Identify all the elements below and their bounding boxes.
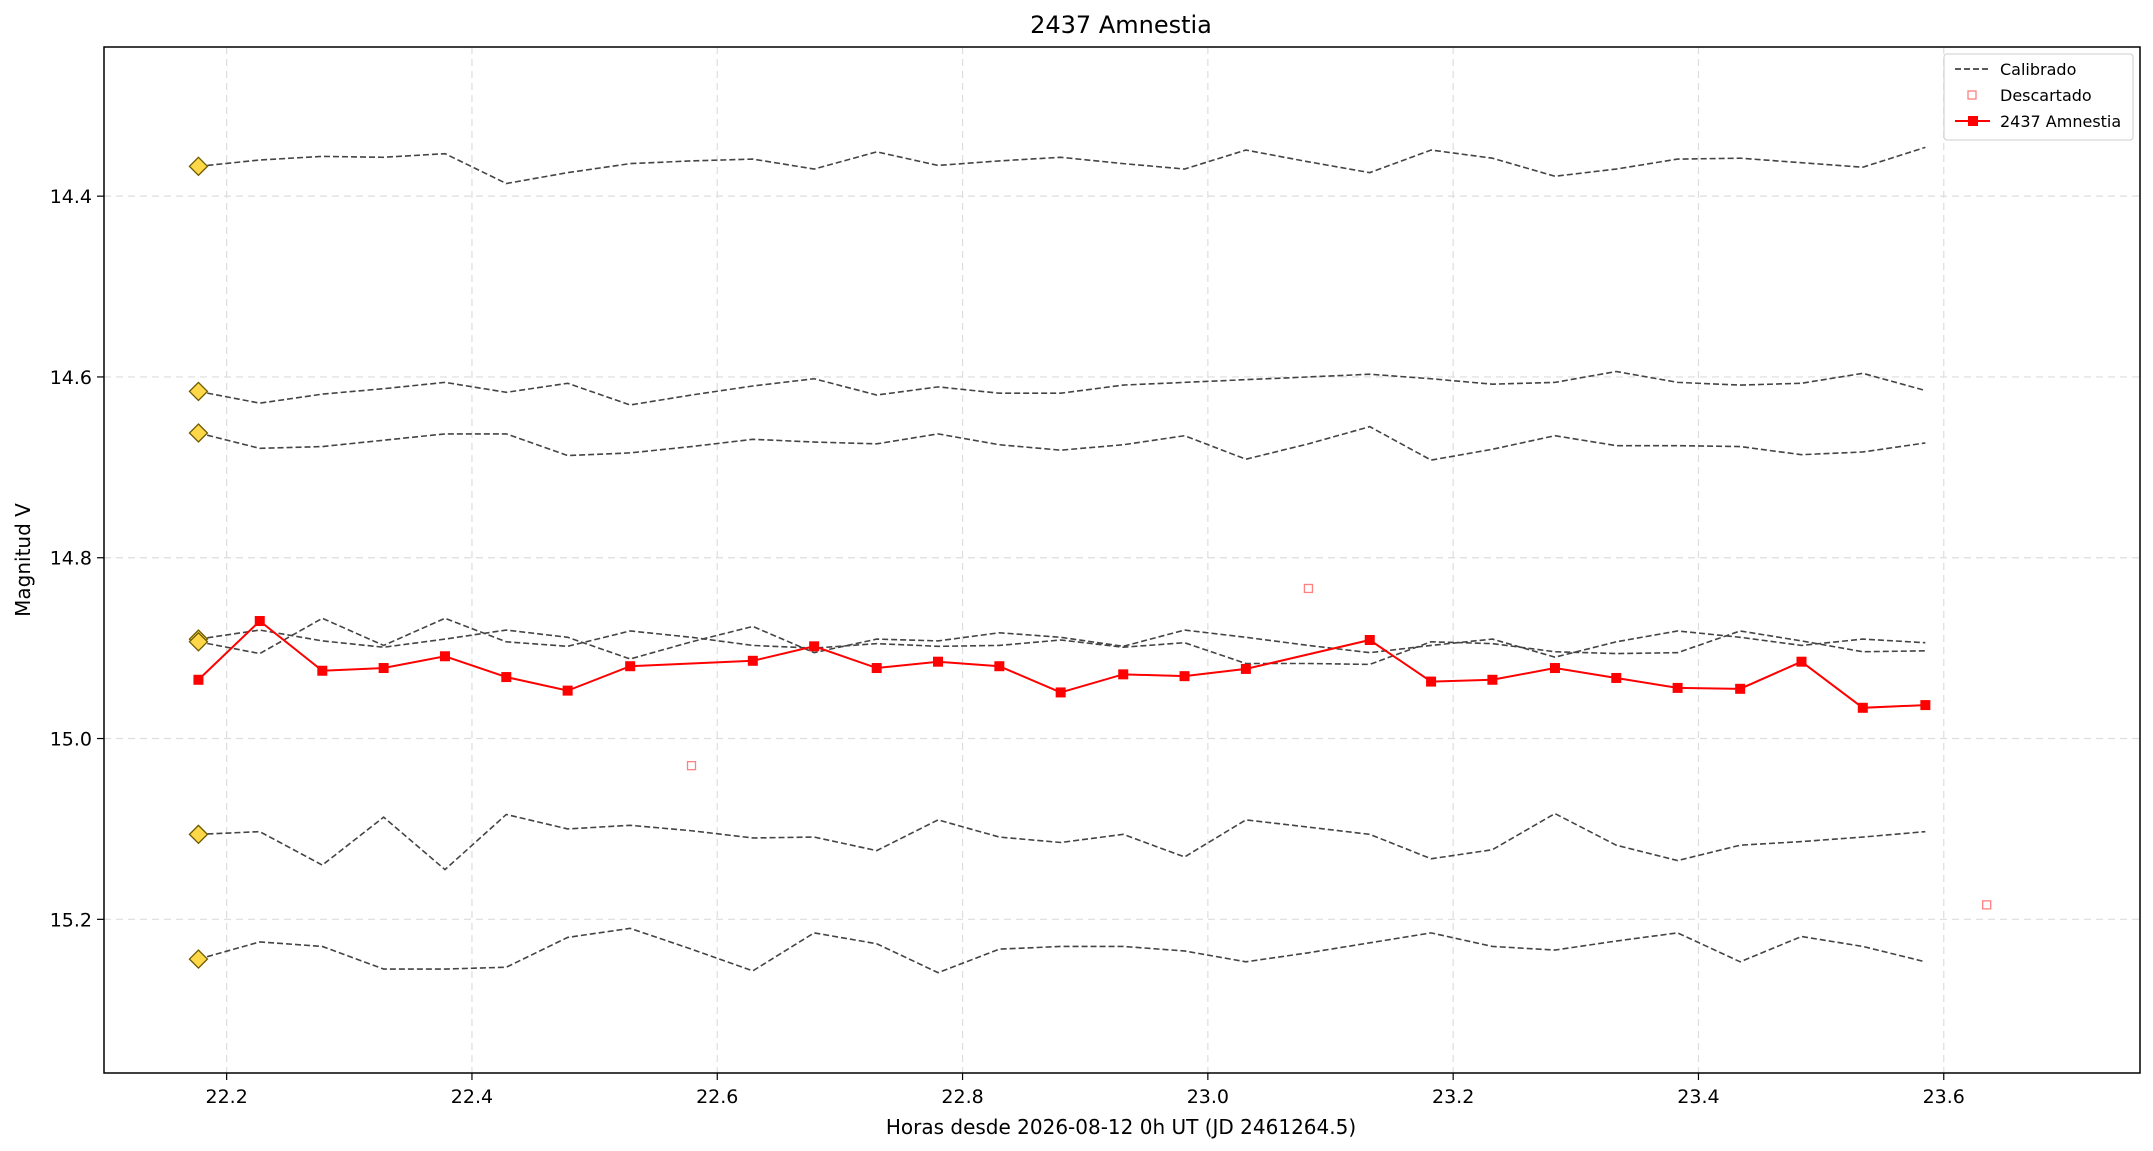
comparison-series-line [198, 927, 1926, 974]
x-tick-label: 22.6 [696, 1086, 738, 1108]
target-point [933, 656, 944, 667]
target-point [871, 663, 882, 674]
target-point [193, 674, 204, 685]
x-axis-label: Horas desde 2026-08-12 0h UT (JD 2461264… [886, 1115, 1356, 1139]
target-point [1179, 671, 1190, 682]
comparison-markers [188, 156, 209, 970]
discarded-point [686, 761, 697, 771]
target-point [1735, 683, 1746, 694]
target-point [1487, 674, 1498, 685]
x-tick-label: 22.8 [941, 1086, 983, 1108]
legend: Calibrado Descartado 2437 Amnestia [1943, 53, 2134, 141]
comparison-series-line [198, 812, 1926, 871]
target-point [1920, 700, 1931, 711]
target-point [747, 655, 758, 666]
target-point [1796, 656, 1807, 667]
target-point [809, 641, 820, 652]
legend-descartado-label: Descartado [2000, 86, 2092, 105]
discarded-point [1303, 583, 1314, 594]
target-point [1118, 669, 1129, 680]
target-point [317, 665, 328, 676]
target-point [1857, 702, 1868, 713]
comparison-series-line [198, 617, 1926, 666]
y-tick-label: 15.2 [50, 909, 92, 931]
comparison-series-line [198, 370, 1926, 406]
legend-target-label: 2437 Amnestia [2000, 112, 2121, 131]
y-axis-label: Magnitud V [11, 503, 35, 617]
target-series [193, 616, 1931, 713]
comparison-diamond-marker [188, 156, 209, 177]
target-point [625, 661, 636, 672]
x-tick-label: 22.4 [451, 1086, 493, 1108]
comparison-diamond-marker [188, 423, 209, 443]
plot-frame [103, 46, 2141, 1074]
target-point [1672, 682, 1683, 693]
x-tick-label: 23.4 [1677, 1086, 1719, 1108]
comparison-series-line [198, 146, 1926, 185]
y-tick-label: 14.4 [50, 186, 92, 208]
comparison-series [198, 146, 1926, 974]
target-point [562, 685, 573, 696]
comparison-diamond-marker [188, 824, 209, 845]
discarded-point [1982, 900, 1992, 910]
chart-title: 2437 Amnestia [1030, 11, 1212, 39]
axis-ticks: 22.2 22.4 22.6 22.8 23.0 23.2 23.4 23.6 14.4 14.6… [50, 186, 1965, 1108]
target-point [378, 663, 389, 674]
comparison-series-line [198, 425, 1926, 461]
comparison-diamond-marker [188, 949, 209, 970]
x-tick-label: 22.2 [205, 1086, 247, 1108]
target-point [1426, 676, 1437, 687]
target-point [1611, 672, 1622, 683]
target-point [1549, 663, 1560, 674]
legend-target-marker [1968, 116, 1978, 126]
target-point [1240, 663, 1251, 674]
target-point [1364, 635, 1375, 646]
target-point [1055, 687, 1066, 698]
y-tick-label: 14.6 [50, 367, 92, 389]
comparison-diamond-marker [188, 381, 209, 402]
x-tick-label: 23.6 [1923, 1086, 1965, 1108]
comparison-series-line [198, 625, 1926, 660]
target-point [439, 651, 450, 662]
target-point [994, 661, 1005, 672]
y-tick-label: 15.0 [50, 729, 92, 751]
target-point [501, 672, 512, 683]
grid [104, 47, 2140, 1073]
legend-descartado-swatch [1967, 90, 1977, 100]
target-point [254, 616, 265, 627]
legend-calibrado-label: Calibrado [2000, 60, 2076, 79]
y-tick-label: 14.8 [50, 548, 92, 570]
legend-box [1943, 53, 2134, 141]
x-tick-label: 23.2 [1432, 1086, 1474, 1108]
x-tick-label: 23.0 [1187, 1086, 1229, 1108]
discarded-points [686, 583, 1992, 910]
comparison-diamond-marker [188, 631, 209, 652]
